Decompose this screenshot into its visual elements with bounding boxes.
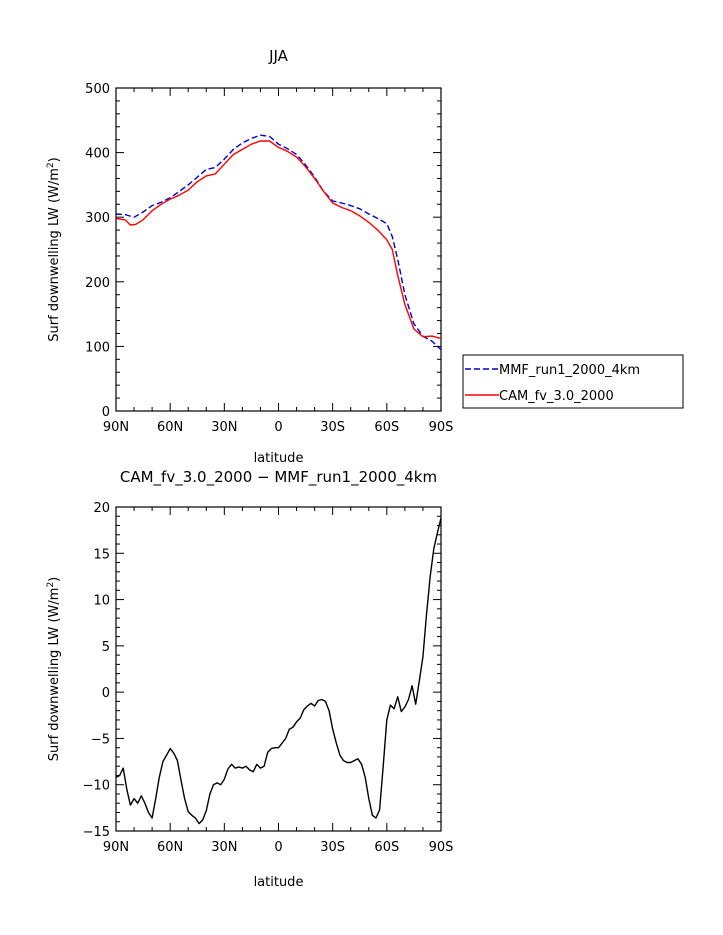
y-tick-label: −10	[83, 779, 110, 794]
legend-label: CAM_fv_3.0_2000	[499, 389, 614, 404]
x-tick-label: 0	[274, 840, 282, 855]
y-tick-label: 10	[93, 594, 110, 609]
x-tick-label: 60S	[374, 420, 399, 435]
x-axis-title: latitude	[254, 451, 304, 466]
x-tick-label: 60N	[157, 420, 183, 435]
x-tick-label: 30N	[211, 420, 237, 435]
y-axis-title: Surf downwelling LW (W/m2)	[46, 577, 62, 762]
x-tick-label: 30S	[320, 420, 345, 435]
y-tick-label: 400	[85, 147, 110, 162]
y-tick-label: 100	[85, 340, 110, 355]
y-tick-label: 0	[102, 686, 110, 701]
y-tick-label: −5	[91, 732, 110, 747]
x-tick-label: 60N	[157, 840, 183, 855]
x-tick-label: 90N	[103, 840, 129, 855]
chart-panel-1: 90N 60N 30N 0 30S 60S 90S 0 100 200 300 400 500 JJA la…	[46, 47, 684, 466]
legend-label: MMF_run1_2000_4km	[499, 363, 640, 378]
chart-title: CAM_fv_3.0_2000 − MMF_run1_2000_4km	[120, 468, 437, 487]
series-line-1	[115, 134, 442, 351]
y-tick-label: 300	[85, 211, 110, 226]
y-tick-label: 500	[85, 82, 110, 97]
y-tick-label: 0	[102, 405, 110, 420]
x-tick-label: 90N	[103, 420, 129, 435]
chart-title: JJA	[268, 47, 289, 65]
y-tick-label: −15	[83, 825, 110, 840]
x-tick-label: 30S	[320, 840, 345, 855]
x-tick-label: 90S	[429, 840, 454, 855]
series-line-2	[115, 140, 442, 340]
legend-box	[462, 354, 684, 409]
chart-panel-2: 90N 60N 30N 0 30S 60S 90S −15 −10 −5 0 5 10 15 20 CAM_f…	[46, 468, 453, 890]
x-tick-label: 30N	[211, 840, 237, 855]
x-tick-label: 90S	[429, 420, 454, 435]
y-tick-label: 200	[85, 276, 110, 291]
x-axis-title: latitude	[254, 875, 304, 890]
plot-frame	[115, 506, 442, 832]
x-tick-label: 60S	[374, 840, 399, 855]
y-tick-label: 15	[93, 547, 110, 562]
x-tick-label: 0	[274, 420, 282, 435]
y-axis-title: Surf downwelling LW (W/m2)	[46, 157, 62, 342]
y-tick-label: 5	[102, 640, 110, 655]
y-tick-label: 20	[93, 501, 110, 516]
series-line-1	[115, 517, 442, 825]
